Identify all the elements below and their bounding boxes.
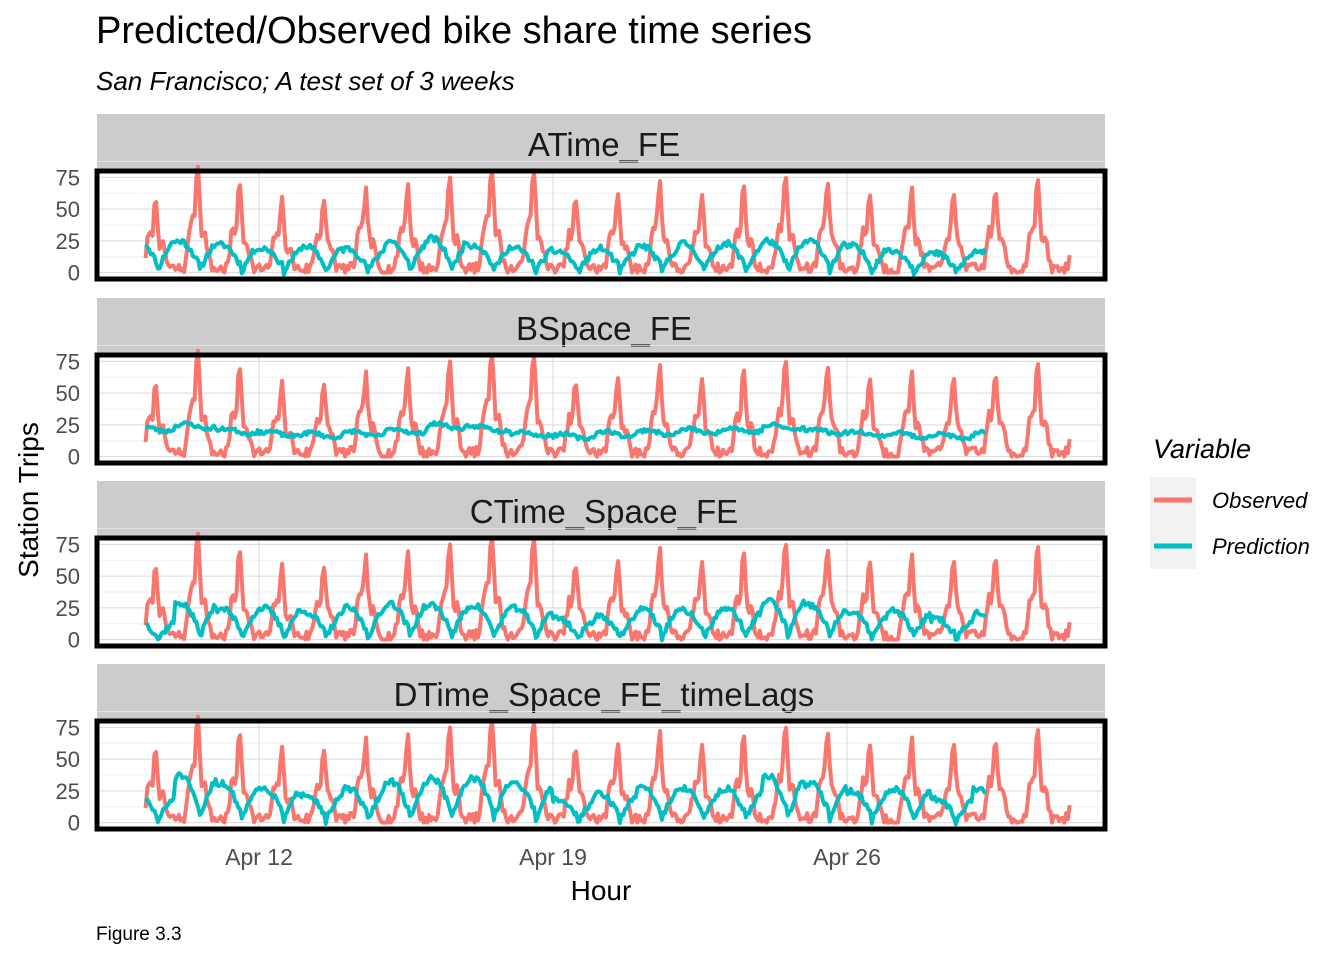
facet-label: ATime_FE (528, 126, 680, 163)
y-tick-label: 50 (56, 564, 80, 589)
y-tick-label: 0 (68, 445, 80, 470)
facet-label: DTime_Space_FE_timeLags (394, 676, 815, 713)
facet-ctime-space-fe: CTime_Space_FE 0 25 50 75 (56, 481, 1108, 653)
series-line-prediction (144, 771, 988, 827)
series-line-prediction (145, 420, 986, 443)
panel-border (94, 168, 1108, 282)
legend: Variable Observed Prediction (1150, 434, 1310, 569)
y-tick-label: 50 (56, 197, 80, 222)
y-tick-label: 0 (68, 628, 80, 653)
series-line-observed (143, 164, 1072, 275)
y-tick-label: 0 (68, 261, 80, 286)
x-axis-title: Hour (571, 875, 632, 906)
panel-border (94, 352, 1108, 466)
x-tick-label: Apr 12 (225, 844, 293, 870)
panel-border (94, 535, 1108, 649)
y-tick-label: 75 (56, 349, 80, 374)
series-line-prediction (144, 596, 988, 643)
y-tick-label: 25 (56, 596, 80, 621)
series-line-observed (143, 348, 1072, 459)
y-tick-label: 25 (56, 413, 80, 438)
series-line-observed (143, 531, 1072, 642)
y-tick-label: 50 (56, 747, 80, 772)
y-tick-label: 25 (56, 229, 80, 254)
y-tick-label: 75 (56, 165, 80, 190)
legend-label-prediction: Prediction (1212, 534, 1310, 559)
chart-title: Predicted/Observed bike share time serie… (96, 10, 812, 52)
chart-subtitle: San Francisco; A test set of 3 weeks (96, 66, 515, 96)
y-tick-label: 25 (56, 779, 80, 804)
panel-border (94, 718, 1108, 832)
y-tick-label: 75 (56, 715, 80, 740)
facet-label: BSpace_FE (516, 310, 692, 347)
y-tick-label: 75 (56, 532, 80, 557)
legend-label-observed: Observed (1212, 488, 1308, 513)
facet-bspace-fe: BSpace_FE 0 25 50 75 (56, 298, 1108, 470)
facet-dtime-space-fe-timelags: DTime_Space_FE_timeLags 0 25 50 75 (56, 664, 1108, 836)
x-tick-label: Apr 26 (813, 844, 881, 870)
y-tick-label: 50 (56, 381, 80, 406)
series-line-prediction (144, 233, 988, 277)
legend-key-background (1150, 477, 1196, 569)
y-tick-label: 0 (68, 811, 80, 836)
legend-title: Variable (1153, 434, 1251, 464)
x-tick-label: Apr 19 (519, 844, 587, 870)
facet-atime-fe: ATime_FE 0 25 50 75 (56, 114, 1108, 286)
figure-caption: Figure 3.3 (96, 924, 182, 945)
facet-label: CTime_Space_FE (470, 493, 738, 530)
y-axis-title: Station Trips (13, 422, 44, 578)
